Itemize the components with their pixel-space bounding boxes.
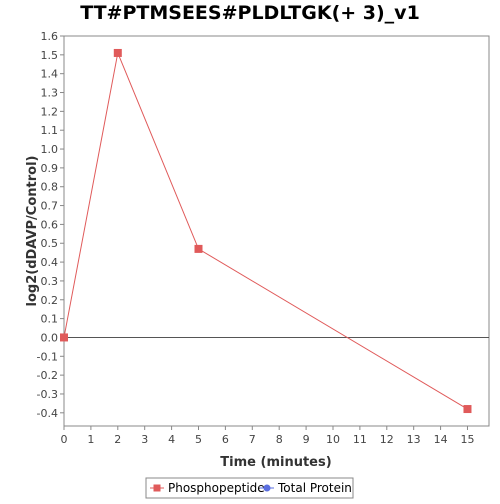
y-tick-label: 0.4 xyxy=(41,256,59,269)
y-tick-label: 1.5 xyxy=(41,49,59,62)
y-tick-label: 0.1 xyxy=(41,313,59,326)
x-tick-label: 10 xyxy=(326,433,340,446)
x-tick-label: 2 xyxy=(114,433,121,446)
y-tick-label: 0.9 xyxy=(41,162,59,175)
x-tick-label: 8 xyxy=(276,433,283,446)
y-axis-label: log2(dDAVP/Control) xyxy=(25,156,40,307)
y-tick-label: 1.1 xyxy=(41,124,59,137)
y-tick-label: 0.7 xyxy=(41,200,59,213)
x-axis: 0 1 2 3 4 5 6 7 8 9 10 11 12 13 14 15 xyxy=(61,426,474,446)
legend-entry-label: Phosphopeptide xyxy=(168,481,265,495)
x-tick-label: 1 xyxy=(87,433,94,446)
data-point xyxy=(113,48,122,57)
data-point xyxy=(60,333,68,342)
x-tick-label: 0 xyxy=(61,433,68,446)
x-tick-label: 14 xyxy=(434,433,448,446)
series-group xyxy=(60,48,472,414)
y-tick-label: 1.0 xyxy=(41,143,59,156)
x-tick-label: 7 xyxy=(249,433,256,446)
plot-area xyxy=(63,35,490,427)
legend: Phosphopeptide Total Protein xyxy=(145,477,354,499)
y-tick-label: 0.6 xyxy=(41,218,59,231)
y-tick-label: 1.2 xyxy=(41,105,59,118)
y-tick-label: 0.0 xyxy=(41,331,59,344)
series-line xyxy=(63,51,468,410)
x-tick-label: 15 xyxy=(460,433,474,446)
data-point xyxy=(463,405,472,414)
y-tick-label: 0.8 xyxy=(41,181,59,194)
data-point xyxy=(194,244,203,253)
chart-title: TT#PTMSEES#PLDLTGK(+ 3)_v1 xyxy=(80,2,420,24)
legend-box xyxy=(145,477,354,499)
y-axis: 1.6 1.5 1.4 1.3 1.2 1.1 1.0 0.9 0.8 0.7 0.6 0.5 0.4 0… xyxy=(37,30,64,420)
legend-swatch-marker xyxy=(153,484,161,492)
x-tick-label: 6 xyxy=(222,433,229,446)
x-tick-label: 4 xyxy=(168,433,175,446)
y-tick-label: 0.5 xyxy=(41,237,59,250)
x-tick-label: 3 xyxy=(141,433,148,446)
x-tick-label: 12 xyxy=(380,433,394,446)
legend-entry-label: Total Protein xyxy=(277,481,352,495)
y-tick-label: 1.6 xyxy=(41,30,59,43)
x-tick-label: 11 xyxy=(353,433,367,446)
x-tick-label: 5 xyxy=(195,433,202,446)
y-tick-label: -0.1 xyxy=(37,350,58,363)
y-tick-label: 1.4 xyxy=(41,68,59,81)
y-tick-label: 1.3 xyxy=(41,87,59,100)
legend-swatch-marker xyxy=(263,484,271,492)
y-tick-label: 0.2 xyxy=(41,294,59,307)
x-tick-label: 13 xyxy=(407,433,421,446)
y-tick-label: 0.3 xyxy=(41,275,59,288)
x-axis-label: Time (minutes) xyxy=(220,455,331,470)
y-tick-label: -0.2 xyxy=(37,369,58,382)
y-tick-label: -0.4 xyxy=(37,407,58,420)
y-tick-label: -0.3 xyxy=(37,388,58,401)
x-tick-label: 9 xyxy=(303,433,310,446)
